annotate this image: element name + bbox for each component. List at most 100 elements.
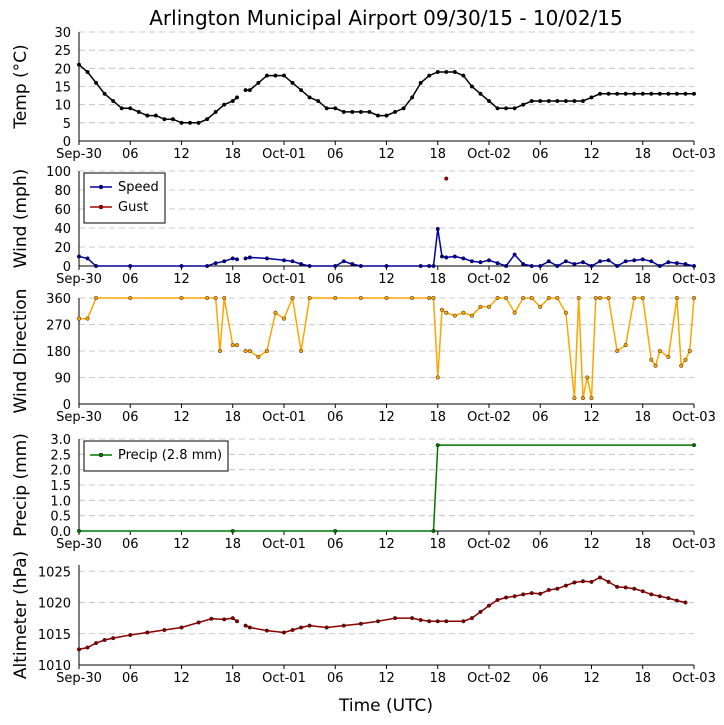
x-axis-label: Time (UTC) bbox=[338, 696, 433, 716]
data-point bbox=[222, 259, 227, 264]
data-point bbox=[495, 598, 500, 603]
x-tick-label: 18 bbox=[634, 410, 651, 425]
data-point bbox=[418, 618, 423, 623]
data-point bbox=[444, 69, 449, 74]
data-point bbox=[674, 296, 679, 301]
data-point bbox=[683, 357, 688, 362]
x-tick-label: 06 bbox=[532, 272, 549, 287]
data-point bbox=[580, 99, 585, 104]
x-tick-label: Oct-01 bbox=[262, 147, 306, 162]
data-point bbox=[435, 375, 440, 380]
data-point bbox=[384, 113, 389, 118]
data-point bbox=[230, 343, 235, 348]
x-tick-label: 18 bbox=[634, 537, 651, 552]
x-tick-label: 18 bbox=[224, 410, 241, 425]
data-point bbox=[299, 262, 304, 267]
x-tick-label: 06 bbox=[122, 272, 139, 287]
y-tick-label: 1015 bbox=[38, 628, 71, 643]
data-point bbox=[589, 396, 594, 401]
data-point bbox=[282, 73, 287, 78]
data-point bbox=[299, 349, 304, 354]
data-point bbox=[487, 304, 492, 309]
data-point bbox=[273, 73, 278, 78]
data-point bbox=[440, 307, 445, 312]
data-point bbox=[119, 106, 124, 111]
data-point bbox=[478, 609, 483, 614]
x-tick-label: 06 bbox=[122, 147, 139, 162]
data-point bbox=[657, 264, 662, 269]
chart-title: Arlington Municipal Airport 09/30/15 - 1… bbox=[149, 6, 622, 30]
data-point bbox=[196, 620, 201, 625]
data-point bbox=[264, 256, 269, 261]
x-tick-label: 18 bbox=[224, 537, 241, 552]
data-point bbox=[307, 623, 312, 628]
data-point bbox=[598, 91, 603, 96]
data-point bbox=[205, 117, 210, 122]
data-point bbox=[243, 256, 248, 261]
data-point bbox=[213, 296, 218, 301]
data-point bbox=[615, 264, 620, 269]
data-point bbox=[683, 600, 688, 605]
panel-3: 0 90 180 270 360 Sep-30 06 12 18 Oct-01 06 12 18 Oct-… bbox=[11, 289, 716, 425]
data-point bbox=[580, 260, 585, 265]
x-tick-label: Oct-03 bbox=[672, 410, 716, 425]
data-point bbox=[504, 106, 509, 111]
x-tick-label: 06 bbox=[532, 147, 549, 162]
data-point bbox=[401, 106, 406, 111]
data-point bbox=[572, 580, 577, 585]
data-point bbox=[358, 109, 363, 114]
x-tick-label: 12 bbox=[378, 410, 395, 425]
data-point bbox=[307, 264, 312, 269]
data-point bbox=[179, 625, 184, 630]
data-point bbox=[521, 296, 526, 301]
x-tick-label: 18 bbox=[224, 147, 241, 162]
data-point bbox=[273, 310, 278, 315]
x-tick-label: Oct-02 bbox=[467, 671, 511, 686]
data-point bbox=[102, 91, 107, 96]
data-point bbox=[529, 264, 534, 269]
x-tick-label: 06 bbox=[532, 410, 549, 425]
data-point bbox=[217, 349, 222, 354]
y-tick-label: 80 bbox=[54, 184, 71, 199]
data-point bbox=[683, 91, 688, 96]
data-point bbox=[452, 69, 457, 74]
data-point bbox=[632, 258, 637, 263]
data-point bbox=[572, 99, 577, 104]
data-point bbox=[461, 619, 466, 624]
x-tick-label: 12 bbox=[583, 272, 600, 287]
data-point bbox=[461, 256, 466, 261]
data-point bbox=[632, 296, 637, 301]
data-point bbox=[657, 594, 662, 599]
data-point bbox=[307, 296, 312, 301]
legend-marker bbox=[98, 184, 104, 190]
data-point bbox=[418, 80, 423, 85]
data-point bbox=[247, 88, 252, 93]
data-point bbox=[299, 88, 304, 93]
data-point bbox=[461, 310, 466, 315]
data-point bbox=[333, 106, 338, 111]
y-tick-label: 1020 bbox=[38, 597, 71, 612]
data-point bbox=[76, 529, 81, 534]
x-tick-label: Oct-02 bbox=[467, 147, 511, 162]
data-point bbox=[598, 575, 603, 580]
x-tick-label: 06 bbox=[122, 410, 139, 425]
y-tick-label: 100 bbox=[46, 165, 71, 180]
data-point bbox=[230, 256, 235, 261]
data-point bbox=[341, 259, 346, 264]
data-point bbox=[290, 259, 295, 264]
data-point bbox=[170, 117, 175, 122]
data-point bbox=[256, 80, 261, 85]
data-point bbox=[341, 109, 346, 114]
data-point bbox=[235, 257, 240, 262]
data-point bbox=[444, 255, 449, 260]
data-point bbox=[653, 363, 658, 368]
x-tick-label: 06 bbox=[122, 671, 139, 686]
data-point bbox=[452, 254, 457, 259]
data-point bbox=[512, 106, 517, 111]
data-point bbox=[299, 625, 304, 630]
data-point bbox=[213, 109, 218, 114]
data-point bbox=[264, 628, 269, 633]
x-tick-label: 12 bbox=[583, 410, 600, 425]
x-tick-label: 18 bbox=[634, 272, 651, 287]
